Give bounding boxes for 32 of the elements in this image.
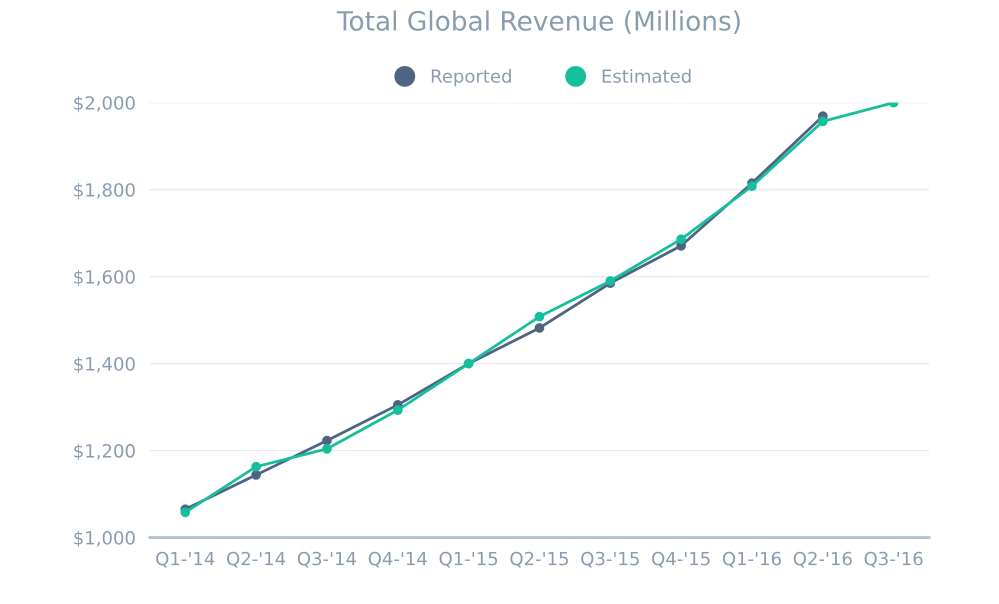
x-tick-label: Q3-'16 bbox=[864, 552, 923, 568]
y-tick-label: $1,000 bbox=[74, 530, 135, 548]
point bbox=[392, 405, 403, 415]
x-tick-label: Q3-'15 bbox=[581, 552, 639, 568]
point bbox=[180, 507, 190, 518]
legend-label: Estimated bbox=[602, 68, 691, 83]
point bbox=[534, 312, 544, 322]
x-tick-label: Q1-'15 bbox=[440, 552, 498, 568]
point bbox=[676, 234, 686, 244]
x-tick-label: Q2-'15 bbox=[510, 552, 568, 568]
point bbox=[534, 323, 544, 333]
x-tick-label: Q1-'14 bbox=[156, 552, 214, 568]
y-tick-label: $1,400 bbox=[74, 356, 135, 374]
point bbox=[322, 436, 332, 446]
y-tick-label: $1,600 bbox=[74, 270, 135, 286]
x-tick-label: Q1-'16 bbox=[722, 552, 781, 568]
point bbox=[251, 470, 261, 480]
point bbox=[747, 181, 757, 192]
x-tick-label: Q3-'14 bbox=[298, 552, 356, 568]
chart-title: Total Global Revenue (Millions) bbox=[336, 10, 740, 34]
y-tick-label: $1,200 bbox=[74, 444, 135, 460]
y-tick-label: $1,800 bbox=[74, 182, 135, 200]
legend-label: Reported bbox=[432, 68, 511, 86]
point bbox=[605, 276, 616, 286]
y-tick-label: $2,000 bbox=[74, 96, 135, 112]
point bbox=[818, 116, 828, 126]
x-tick-label: Q4-'15 bbox=[652, 552, 710, 568]
x-tick-label: Q2-'16 bbox=[794, 552, 852, 568]
x-tick-label: Q2-'14 bbox=[227, 552, 286, 568]
point bbox=[251, 462, 261, 472]
x-tick-label: Q4-'14 bbox=[368, 552, 427, 568]
point bbox=[322, 444, 332, 454]
